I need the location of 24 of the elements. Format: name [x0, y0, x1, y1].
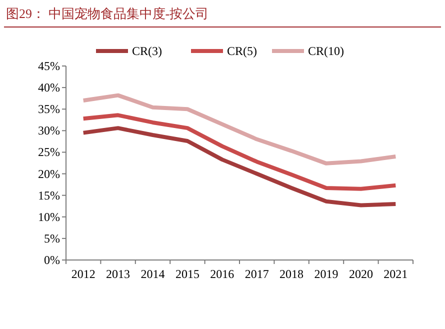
x-tick-label: 2017 — [244, 267, 269, 281]
x-tick-label: 2016 — [210, 267, 234, 281]
x-tick-label: 2013 — [106, 267, 130, 281]
y-tick-label: 35% — [38, 102, 60, 116]
x-tick-label: 2018 — [280, 267, 304, 281]
legend-label: CR(3) — [132, 44, 162, 58]
y-tick-label: 5% — [44, 231, 60, 246]
y-tick-label: 40% — [38, 80, 60, 95]
y-tick-label: 15% — [38, 188, 60, 202]
legend-label: CR(5) — [227, 44, 258, 58]
y-tick-label: 30% — [38, 124, 60, 138]
x-tick-label: 2019 — [314, 267, 338, 281]
chart-title: 图29： 中国宠物食品集中度-按公司 — [6, 6, 209, 21]
x-tick-label: 2012 — [71, 267, 96, 281]
y-tick-label: 10% — [38, 210, 60, 224]
y-tick-label: 25% — [38, 145, 60, 160]
x-tick-label: 2014 — [140, 267, 165, 281]
y-tick-label: 0% — [44, 253, 60, 267]
x-tick-label: 2020 — [348, 267, 373, 281]
x-tick-label: 2015 — [175, 267, 200, 281]
x-tick-label: 2021 — [384, 267, 408, 281]
y-tick-label: 20% — [38, 166, 60, 181]
y-tick-label: 45% — [38, 59, 60, 73]
legend-label: CR(10) — [308, 44, 344, 58]
